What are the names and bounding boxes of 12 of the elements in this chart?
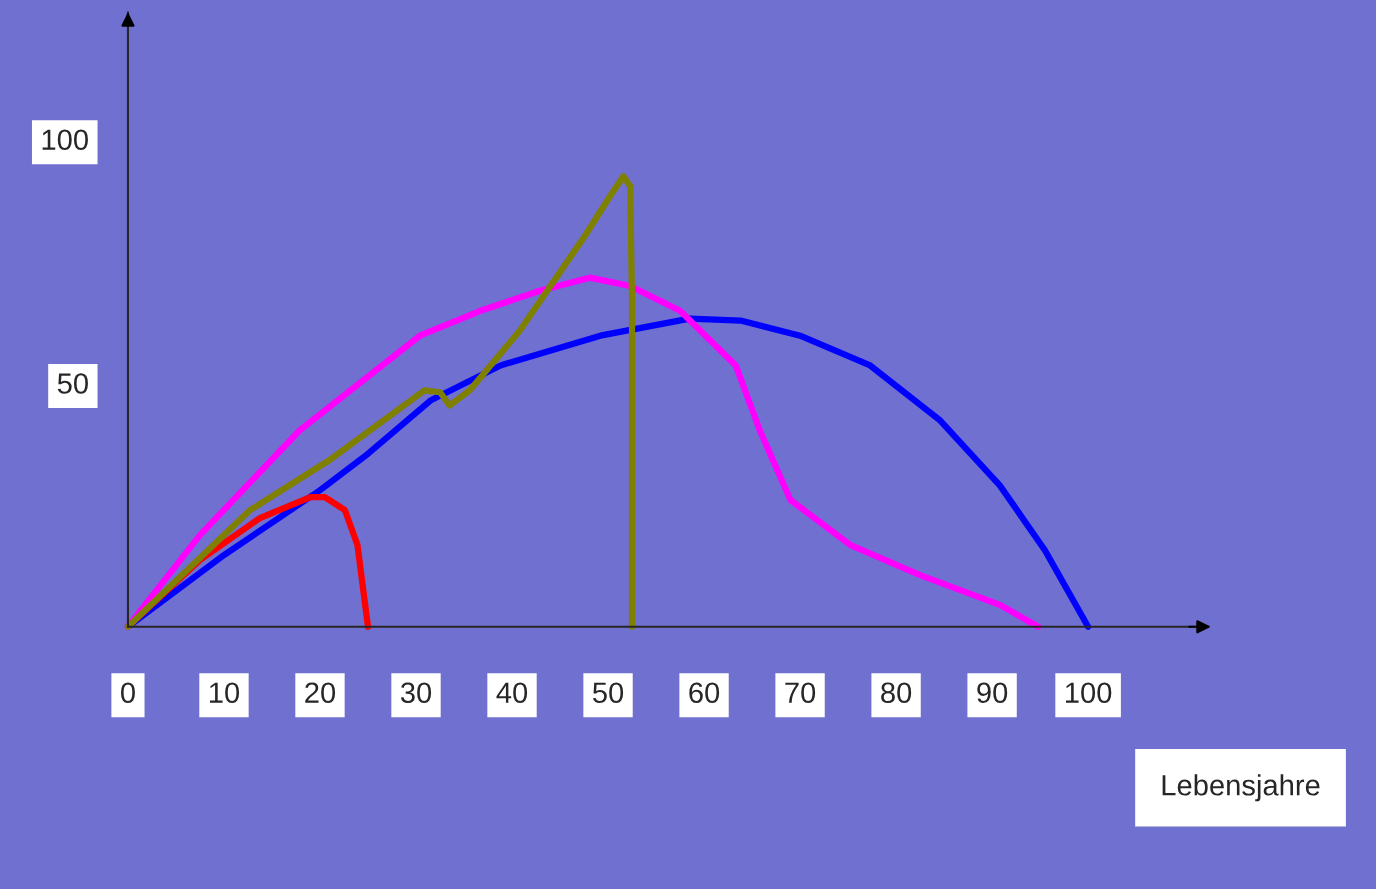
x-tick-label: 70 (785, 682, 816, 704)
x-tick-label: 30 (400, 682, 432, 704)
x-tick-label: 60 (689, 682, 720, 704)
x-tick-label: 20 (305, 682, 336, 704)
x-tick-label: 100 (1066, 682, 1112, 704)
x-tick-label: 10 (209, 682, 240, 704)
x-axis-title: Lebensjahre (1162, 774, 1320, 802)
x-tick-label: 90 (977, 682, 1008, 704)
x-tick-label: 0 (121, 682, 135, 704)
x-tick-label: 80 (881, 682, 912, 704)
x-tick-label: 40 (496, 682, 528, 704)
x-tick-label: 50 (592, 682, 624, 704)
